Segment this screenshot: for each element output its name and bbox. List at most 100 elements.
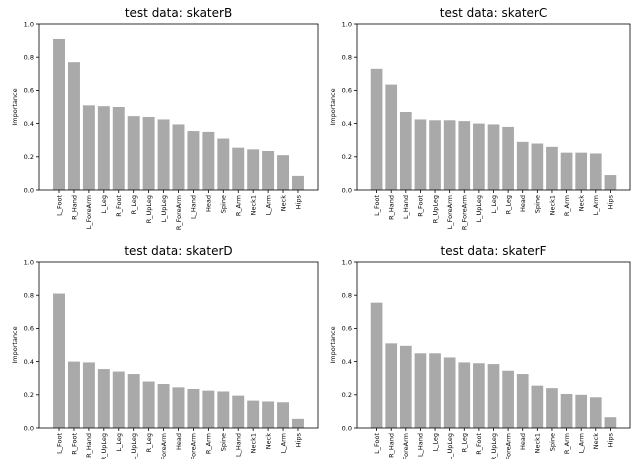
x-tick-label: L_ForeArm — [85, 195, 93, 229]
bar-l-leg — [429, 353, 441, 428]
y-tick-label: 0.6 — [342, 325, 352, 333]
x-tick-label: L_Foot — [55, 195, 63, 216]
chart-panel-skaterc: test data: skaterC Importance 0.0 0.2 0.4 0.6… — [329, 6, 631, 230]
bar-r-arm — [202, 390, 215, 428]
bar-l-arm — [575, 394, 588, 428]
chart-title: test data: skaterD — [124, 244, 232, 258]
x-tick-label: R_Hand — [388, 433, 396, 458]
y-tick-label: 1.0 — [342, 20, 352, 28]
bar-l-forearm — [443, 120, 456, 190]
bar-r-upleg — [429, 120, 441, 190]
x-tick-label: Neck — [592, 433, 600, 449]
x-tick-label: Head — [519, 433, 527, 450]
bar-l-hand — [232, 395, 245, 428]
y-tick-label: 0.0 — [342, 424, 352, 432]
bar-r-foot — [67, 361, 80, 428]
bar-r-arm — [560, 152, 573, 190]
bar-r-upleg — [97, 369, 110, 428]
y-tick-label: 0.2 — [24, 153, 34, 161]
x-tick-label: L_UpLeg — [130, 433, 138, 459]
bar-neck1 — [247, 400, 260, 428]
x-tick-label: R_Foot — [417, 195, 425, 217]
x-tick-label: Neck1 — [249, 195, 257, 215]
x-tick-label: Head — [519, 195, 527, 212]
x-tick-label: Hips — [607, 194, 615, 209]
bar-head — [516, 141, 529, 190]
bar-l-leg — [487, 124, 500, 190]
plot-frame — [38, 261, 319, 429]
bar-head — [516, 374, 529, 428]
x-tick-label: L_Arm — [592, 195, 600, 215]
x-tick-label: L_Arm — [264, 195, 272, 215]
bar-head — [172, 387, 185, 428]
bar-l-foot — [53, 38, 65, 190]
bar-r-forearm — [502, 370, 514, 428]
x-tick-label: Hips — [607, 432, 615, 447]
x-tick-label: R_ForeArm — [504, 433, 512, 459]
bar-spine — [217, 138, 230, 190]
x-tick-label: Hips — [294, 194, 302, 209]
x-tick-label: R_ForeArm — [461, 195, 469, 230]
y-axis-label: Importance — [329, 326, 337, 363]
x-tick-label: R_ForeArm — [175, 195, 183, 230]
x-tick-label: Spine — [534, 195, 542, 213]
y-tick-label: 0.4 — [24, 358, 34, 366]
bar-hips — [604, 175, 617, 190]
x-tick-label: L_UpLeg — [446, 433, 454, 459]
y-tick-label: 0.6 — [24, 325, 34, 333]
x-tick-label: Neck — [264, 433, 272, 449]
plot-frame — [356, 23, 631, 191]
bar-r-leg — [458, 362, 471, 428]
chart-title: test data: skaterF — [440, 244, 546, 258]
plot-frame — [38, 23, 319, 191]
bar-neck — [262, 401, 275, 428]
x-tick-label: R_Hand — [70, 195, 78, 220]
x-tick-label: L_Foot — [55, 433, 63, 454]
x-tick-label: L_Hand — [190, 195, 198, 219]
x-tick-label: R_Hand — [388, 195, 396, 220]
x-tick-label: L_Leg — [115, 433, 123, 452]
x-tick-label: R_Foot — [115, 195, 123, 217]
x-tick-label: R_UpLeg — [100, 433, 108, 459]
bar-l-leg — [97, 106, 110, 190]
x-tick-label: L_Arm — [279, 433, 287, 453]
x-tick-label: L_UpLeg — [160, 195, 168, 222]
x-tick-label: R_Arm — [563, 195, 571, 216]
x-tick-label: L_Arm — [577, 433, 585, 453]
bar-head — [202, 131, 215, 190]
bar-r-hand — [385, 343, 398, 428]
y-tick-label: 0.2 — [342, 153, 352, 161]
x-tick-label: L_Leg — [100, 195, 108, 214]
x-tick-label: Spine — [220, 433, 228, 451]
y-tick-label: 0.4 — [24, 120, 34, 128]
x-tick-label: L_Hand — [235, 433, 243, 457]
x-tick-label: R_Hand — [85, 433, 93, 458]
bar-l-hand — [414, 353, 427, 428]
bar-r-leg — [127, 116, 140, 190]
bar-l-upleg — [127, 374, 140, 428]
x-tick-label: R_Foot — [475, 433, 483, 455]
y-tick-label: 0.2 — [342, 391, 352, 399]
y-tick-label: 0.4 — [342, 120, 352, 128]
bar-r-leg — [142, 381, 155, 428]
bar-neck — [589, 397, 602, 428]
x-tick-label: R_ForeArm — [190, 433, 198, 459]
chart-title: test data: skaterC — [440, 6, 548, 20]
y-tick-label: 1.0 — [24, 20, 34, 28]
bar-neck1 — [546, 146, 558, 190]
x-tick-label: L_Leg — [431, 433, 439, 452]
bar-l-forearm — [82, 105, 95, 190]
bar-r-hand — [67, 62, 80, 190]
y-axis-label: Importance — [11, 88, 19, 125]
bar-spine — [217, 391, 230, 428]
bar-hips — [604, 417, 617, 428]
x-tick-label: Hips — [294, 432, 302, 447]
x-tick-label: R_UpLeg — [145, 195, 153, 223]
y-tick-label: 0.8 — [342, 292, 352, 300]
bar-spine — [531, 143, 544, 190]
x-tick-label: L_Hand — [402, 195, 410, 219]
bar-l-foot — [370, 302, 383, 428]
x-tick-label: L_UpLeg — [475, 195, 483, 222]
bar-l-leg — [112, 371, 125, 428]
